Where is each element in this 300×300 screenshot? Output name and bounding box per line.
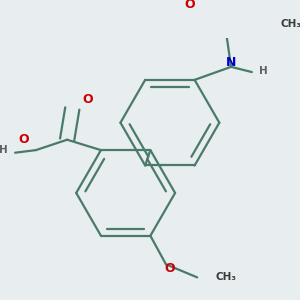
- Text: O: O: [184, 0, 195, 11]
- Text: CH₃: CH₃: [215, 272, 236, 282]
- Text: O: O: [82, 93, 93, 106]
- Text: N: N: [226, 56, 236, 69]
- Text: H: H: [259, 66, 268, 76]
- Text: CH₃: CH₃: [280, 19, 300, 29]
- Text: O: O: [19, 133, 29, 146]
- Text: H: H: [0, 145, 7, 155]
- Text: O: O: [165, 262, 175, 275]
